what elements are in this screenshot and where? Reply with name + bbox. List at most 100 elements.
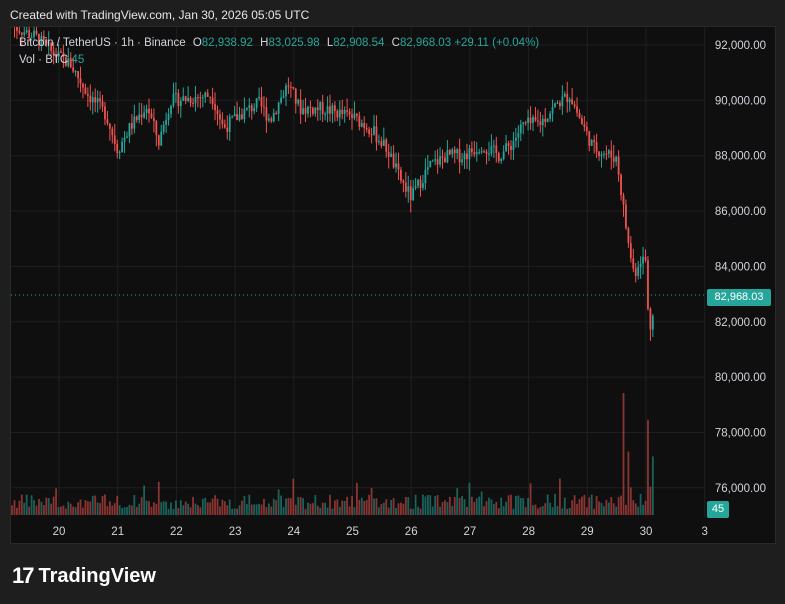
x-tick-label: 26 <box>405 526 418 538</box>
volume-bar <box>74 507 77 515</box>
candle-body <box>84 87 87 95</box>
volume-bar <box>404 496 407 515</box>
volume-bar <box>16 507 18 515</box>
candle-body <box>368 129 371 134</box>
candle-body <box>275 112 278 114</box>
volume-bar <box>89 501 92 515</box>
candle-body <box>50 42 53 51</box>
volume-bar <box>304 508 307 515</box>
candle-body <box>492 145 495 147</box>
candle-body <box>25 30 28 33</box>
candle-body <box>400 169 402 181</box>
candle-body <box>642 256 644 264</box>
candle-body <box>307 106 309 114</box>
candle-body <box>321 102 324 114</box>
volume-bar <box>358 499 361 515</box>
volume-bar <box>578 499 581 515</box>
candle-body <box>561 96 564 107</box>
candle-body <box>436 159 439 165</box>
tradingview-logo[interactable]: 17 TradingView <box>12 563 156 589</box>
volume-bar <box>343 501 346 515</box>
high-value: 83,025.98 <box>268 37 320 49</box>
candle-body <box>329 106 331 114</box>
volume-bar <box>534 504 537 515</box>
volume-bar <box>209 502 212 515</box>
volume-bar <box>211 498 214 515</box>
candle-body <box>546 118 549 122</box>
volume-bar <box>348 506 351 515</box>
candlestick-chart[interactable]: 92,000.00 90,000.00 88,000.00 86,000.00 84,0… <box>11 27 777 545</box>
candle-body <box>554 103 556 108</box>
volume-bar <box>309 503 312 515</box>
volume-bar <box>573 495 576 515</box>
candle-body <box>385 139 388 152</box>
candle-body <box>201 97 204 99</box>
volume-bar <box>221 499 224 515</box>
volume-bar <box>165 501 168 515</box>
close-value: 82,968.03 <box>399 37 452 49</box>
volume-bar <box>260 504 263 515</box>
x-tick-label: 29 <box>581 526 594 538</box>
volume-bar <box>299 497 302 515</box>
volume-bar <box>522 498 525 515</box>
candle-body <box>40 35 43 46</box>
volume-bar <box>126 507 128 515</box>
volume-bar <box>595 496 598 515</box>
volume-bar <box>397 503 400 515</box>
candle-body <box>62 52 65 58</box>
candle-body <box>446 150 449 163</box>
volume-bar <box>86 501 89 515</box>
candle-body <box>69 58 72 68</box>
candle-body <box>331 105 334 114</box>
x-tick-label: 30 <box>640 526 653 538</box>
candle-body <box>581 118 583 125</box>
y-tick-label: 80,000.00 <box>715 372 766 384</box>
volume-bar <box>111 505 114 515</box>
candle-body <box>353 113 356 119</box>
candle-body <box>64 57 67 66</box>
y-tick-label: 76,000.00 <box>715 483 766 495</box>
volume-bar <box>272 498 275 515</box>
volume-bar <box>375 498 378 515</box>
candle-body <box>390 153 393 157</box>
volume-bar <box>25 494 28 515</box>
volume-bar <box>321 502 324 515</box>
volume-bar <box>373 498 375 515</box>
close-key: C <box>391 37 400 49</box>
volume-bar <box>231 508 234 515</box>
volume-bar <box>502 506 505 515</box>
candle-body <box>260 97 263 107</box>
volume-bar <box>620 495 622 515</box>
volume-bar <box>160 502 163 515</box>
volume-bar <box>353 507 356 515</box>
ohlc-legend: Bitcoin / TetherUS · 1h · Binance O82,93… <box>19 37 539 49</box>
candle-body <box>33 30 35 37</box>
candle-body <box>72 67 75 72</box>
candle-body <box>333 105 336 111</box>
current-volume-label: 45 <box>707 501 729 518</box>
volume-bar <box>292 478 295 515</box>
candle-body <box>104 106 106 120</box>
chart-panel[interactable]: 92,000.00 90,000.00 88,000.00 86,000.00 84,0… <box>10 26 776 544</box>
candle-body <box>121 141 124 153</box>
volume-bar <box>79 499 82 515</box>
volume-bar <box>365 499 368 515</box>
candle-body <box>380 141 383 146</box>
candle-body <box>302 108 304 114</box>
candle-body <box>38 34 40 46</box>
candle-body <box>285 85 287 97</box>
volume-bar <box>617 497 620 515</box>
volume-bar <box>402 503 405 515</box>
candle-body <box>130 123 133 129</box>
volume-bar <box>390 499 393 515</box>
volume-bar <box>368 494 371 515</box>
candle-body <box>534 117 537 121</box>
candle-body <box>424 169 427 184</box>
volume-bar <box>45 497 48 515</box>
candle-body <box>346 110 349 112</box>
volume-bar <box>263 498 265 515</box>
candle-body <box>292 86 295 89</box>
candle-body <box>544 118 547 122</box>
candle-body <box>610 150 613 158</box>
volume-bar <box>67 501 70 515</box>
